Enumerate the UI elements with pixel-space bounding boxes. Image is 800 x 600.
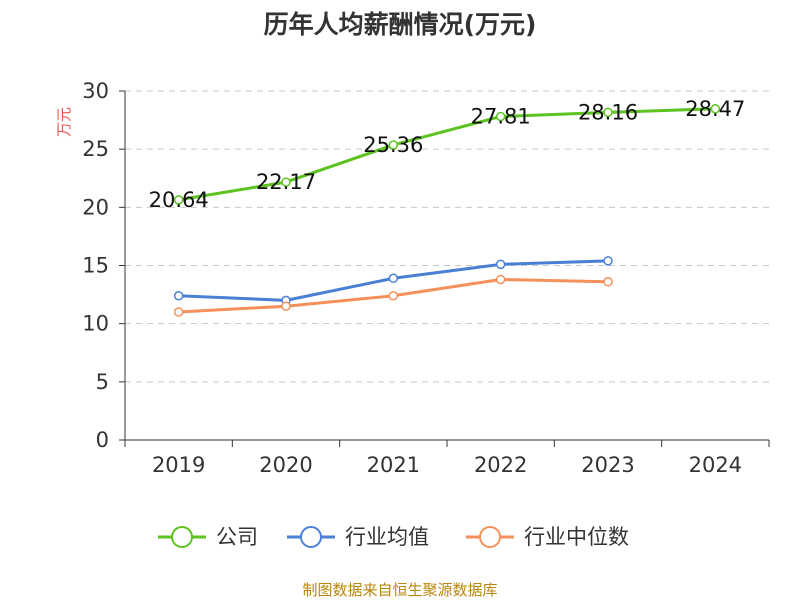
y-tick-label: 5 (96, 370, 109, 394)
legend-label: 公司 (216, 525, 258, 549)
data-point[interactable] (603, 256, 613, 266)
y-tick-label: 10 (82, 312, 109, 336)
legend-item[interactable]: 行业中位数 (466, 525, 629, 549)
y-tick-label: 30 (82, 79, 109, 103)
data-point[interactable] (388, 273, 399, 284)
data-point[interactable] (281, 301, 291, 311)
y-tick-label: 25 (82, 137, 109, 161)
data-point[interactable] (495, 111, 506, 122)
source-note: 制图数据来自恒生聚源数据库 (302, 581, 497, 599)
x-tick-label: 2020 (259, 453, 312, 477)
legend-marker (479, 526, 501, 548)
data-label: 27.81 (471, 104, 531, 128)
legend-item[interactable]: 行业均值 (287, 525, 429, 549)
data-label: 28.16 (578, 100, 638, 124)
data-point[interactable] (603, 277, 613, 287)
data-point[interactable] (495, 259, 506, 270)
legend-marker (300, 526, 322, 548)
y-axis-label: 万元 (55, 107, 73, 137)
axes: 0 5 10 15 20 25 30 2019 2020 2021 2022 2023 2024 (82, 79, 770, 477)
x-tick-label: 2023 (581, 453, 634, 477)
series-0: 20.64 22.17 25.36 27.81 28.16 28.47 (149, 97, 746, 212)
data-point[interactable] (603, 107, 613, 118)
data-label: 28.47 (685, 97, 745, 121)
x-tick-label: 2024 (689, 453, 742, 477)
data-label: 22.17 (256, 170, 316, 194)
series-layer: 20.64 22.17 25.36 27.81 28.16 28.47 (149, 97, 746, 317)
chart-title: 历年人均薪酬情况(万元) (264, 10, 537, 39)
data-point[interactable] (173, 307, 184, 317)
x-tick-label: 2021 (367, 453, 420, 477)
legend-label: 行业均值 (345, 525, 429, 549)
x-tick-label: 2019 (152, 453, 205, 477)
data-point[interactable] (281, 177, 291, 187)
y-tick-label: 20 (82, 195, 109, 219)
series-line (178, 107, 716, 202)
y-tick-label: 15 (82, 254, 109, 278)
data-label: 20.64 (149, 188, 209, 212)
legend-marker (171, 526, 193, 548)
data-point[interactable] (173, 290, 184, 301)
series-1 (173, 256, 613, 306)
series-2 (173, 274, 613, 317)
data-point[interactable] (388, 290, 399, 301)
data-point[interactable] (173, 195, 184, 205)
data-point[interactable] (388, 140, 399, 150)
data-label: 25.36 (363, 133, 423, 157)
gridlines (125, 90, 769, 383)
y-tick-label: 0 (96, 428, 109, 452)
data-point[interactable] (495, 274, 506, 285)
legend-item[interactable]: 公司 (158, 525, 258, 549)
data-point[interactable] (710, 104, 721, 114)
x-tick-label: 2022 (474, 453, 527, 477)
legend-label: 行业中位数 (524, 525, 629, 549)
legend[interactable]: 公司 行业均值 行业中位数 (158, 525, 629, 549)
